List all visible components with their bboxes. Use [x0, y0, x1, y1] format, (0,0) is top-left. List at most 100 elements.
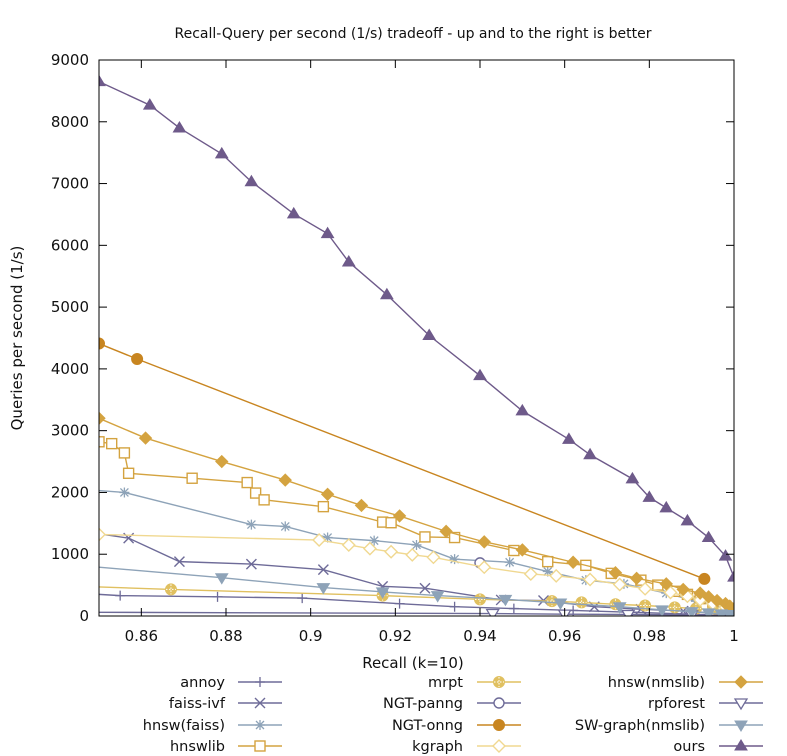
- data-point: [362, 541, 377, 556]
- data-point: [105, 437, 118, 450]
- data-point: [286, 206, 301, 219]
- data-point: [241, 476, 253, 489]
- data-point: [142, 98, 157, 110]
- legend-item-mrpt: mrpt: [428, 675, 521, 691]
- data-point: [659, 500, 674, 513]
- legend: annoy faiss-ivf hnsw(faiss) hnswlib mrpt NGT-…: [143, 675, 763, 755]
- data-point: [655, 605, 669, 616]
- data-point: [214, 573, 229, 585]
- series-SW-graph(nmslib): [99, 566, 734, 616]
- legend-marker: [734, 739, 748, 751]
- data-point: [676, 582, 690, 597]
- data-point: [173, 556, 185, 568]
- marker-body: [164, 583, 177, 596]
- series-layer: [99, 74, 734, 616]
- data-point: [727, 570, 734, 582]
- data-point: [99, 527, 106, 542]
- series-ours: [99, 74, 734, 582]
- plot-frame: [98, 59, 735, 617]
- data-point: [249, 487, 262, 499]
- legend-label: mrpt: [428, 675, 463, 691]
- data-point: [629, 571, 644, 586]
- legend-marker: [493, 719, 505, 731]
- data-point: [379, 287, 394, 300]
- data-point: [515, 543, 530, 557]
- legend-label: annoy: [180, 675, 225, 691]
- data-point: [710, 593, 724, 608]
- data-point: [118, 447, 131, 459]
- data-point: [131, 353, 144, 366]
- data-point: [99, 337, 105, 350]
- data-point: [621, 609, 636, 616]
- data-point: [385, 517, 397, 529]
- legend-marker: [492, 739, 506, 753]
- x-tick-label: 0.9: [299, 627, 323, 645]
- data-point: [477, 560, 492, 575]
- data-point: [508, 603, 519, 614]
- data-point: [411, 539, 422, 550]
- legend-marker: [255, 720, 265, 730]
- y-tick-label: 4000: [51, 360, 89, 378]
- legend-item-faiss-ivf: faiss-ivf: [169, 696, 282, 712]
- legend-label: NGT-onng: [392, 718, 463, 734]
- data-point: [504, 557, 515, 568]
- data-point: [354, 498, 369, 513]
- data-point: [375, 587, 390, 599]
- data-point: [583, 572, 598, 587]
- legend-label: hnsw(faiss): [143, 718, 225, 734]
- data-point: [320, 226, 335, 239]
- data-point: [612, 577, 627, 592]
- legend-item-rpforest: rpforest: [648, 696, 763, 712]
- legend-label: ours: [673, 739, 705, 755]
- data-point: [115, 590, 126, 601]
- legend-marker: [493, 676, 505, 688]
- legend-marker: [254, 697, 266, 709]
- data-point: [422, 328, 437, 341]
- legend-item-hnsw(nmslib): hnsw(nmslib): [608, 675, 763, 691]
- y-tick-label: 3000: [51, 422, 89, 440]
- data-point: [138, 431, 153, 445]
- data-point: [439, 524, 453, 539]
- data-point: [278, 473, 292, 487]
- data-point: [186, 472, 198, 484]
- data-point: [312, 533, 327, 548]
- data-point: [317, 500, 330, 513]
- data-point: [701, 530, 716, 543]
- data-point: [575, 596, 588, 609]
- legend-item-hnsw(faiss): hnsw(faiss): [143, 718, 282, 734]
- data-point: [680, 513, 695, 526]
- x-tick-label: 1: [729, 627, 739, 645]
- y-tick-label: 7000: [51, 175, 89, 193]
- data-point: [612, 602, 627, 614]
- data-point: [99, 74, 106, 87]
- data-point: [449, 554, 460, 565]
- data-point: [523, 567, 538, 581]
- data-point: [214, 146, 229, 159]
- data-point: [369, 535, 380, 546]
- data-point: [122, 467, 135, 479]
- legend-label: NGT-panng: [383, 696, 463, 712]
- legend-label: rpforest: [648, 696, 705, 712]
- legend-label: faiss-ivf: [169, 696, 226, 712]
- data-point: [119, 487, 130, 498]
- data-point: [341, 255, 356, 267]
- y-tick-label: 9000: [51, 51, 89, 69]
- data-point: [701, 608, 716, 616]
- x-tick-label: 0.86: [125, 627, 158, 645]
- y-axis-label: Queries per second (1/s): [8, 246, 26, 431]
- legend-label: hnswlib: [170, 739, 225, 755]
- legend-item-NGT-panng: NGT-panng: [383, 696, 521, 712]
- x-axis-label: Recall (k=10): [362, 654, 464, 672]
- data-point: [341, 537, 356, 552]
- data-point: [245, 558, 257, 570]
- data-point: [542, 555, 554, 568]
- series-NGT-onng: [99, 337, 711, 585]
- data-point: [477, 535, 491, 549]
- data-point: [317, 564, 329, 576]
- data-point: [549, 568, 564, 583]
- x-tick-label: 0.94: [463, 627, 496, 645]
- y-tick-label: 6000: [51, 236, 89, 254]
- data-point: [542, 566, 553, 577]
- series-kgraph: [99, 527, 734, 616]
